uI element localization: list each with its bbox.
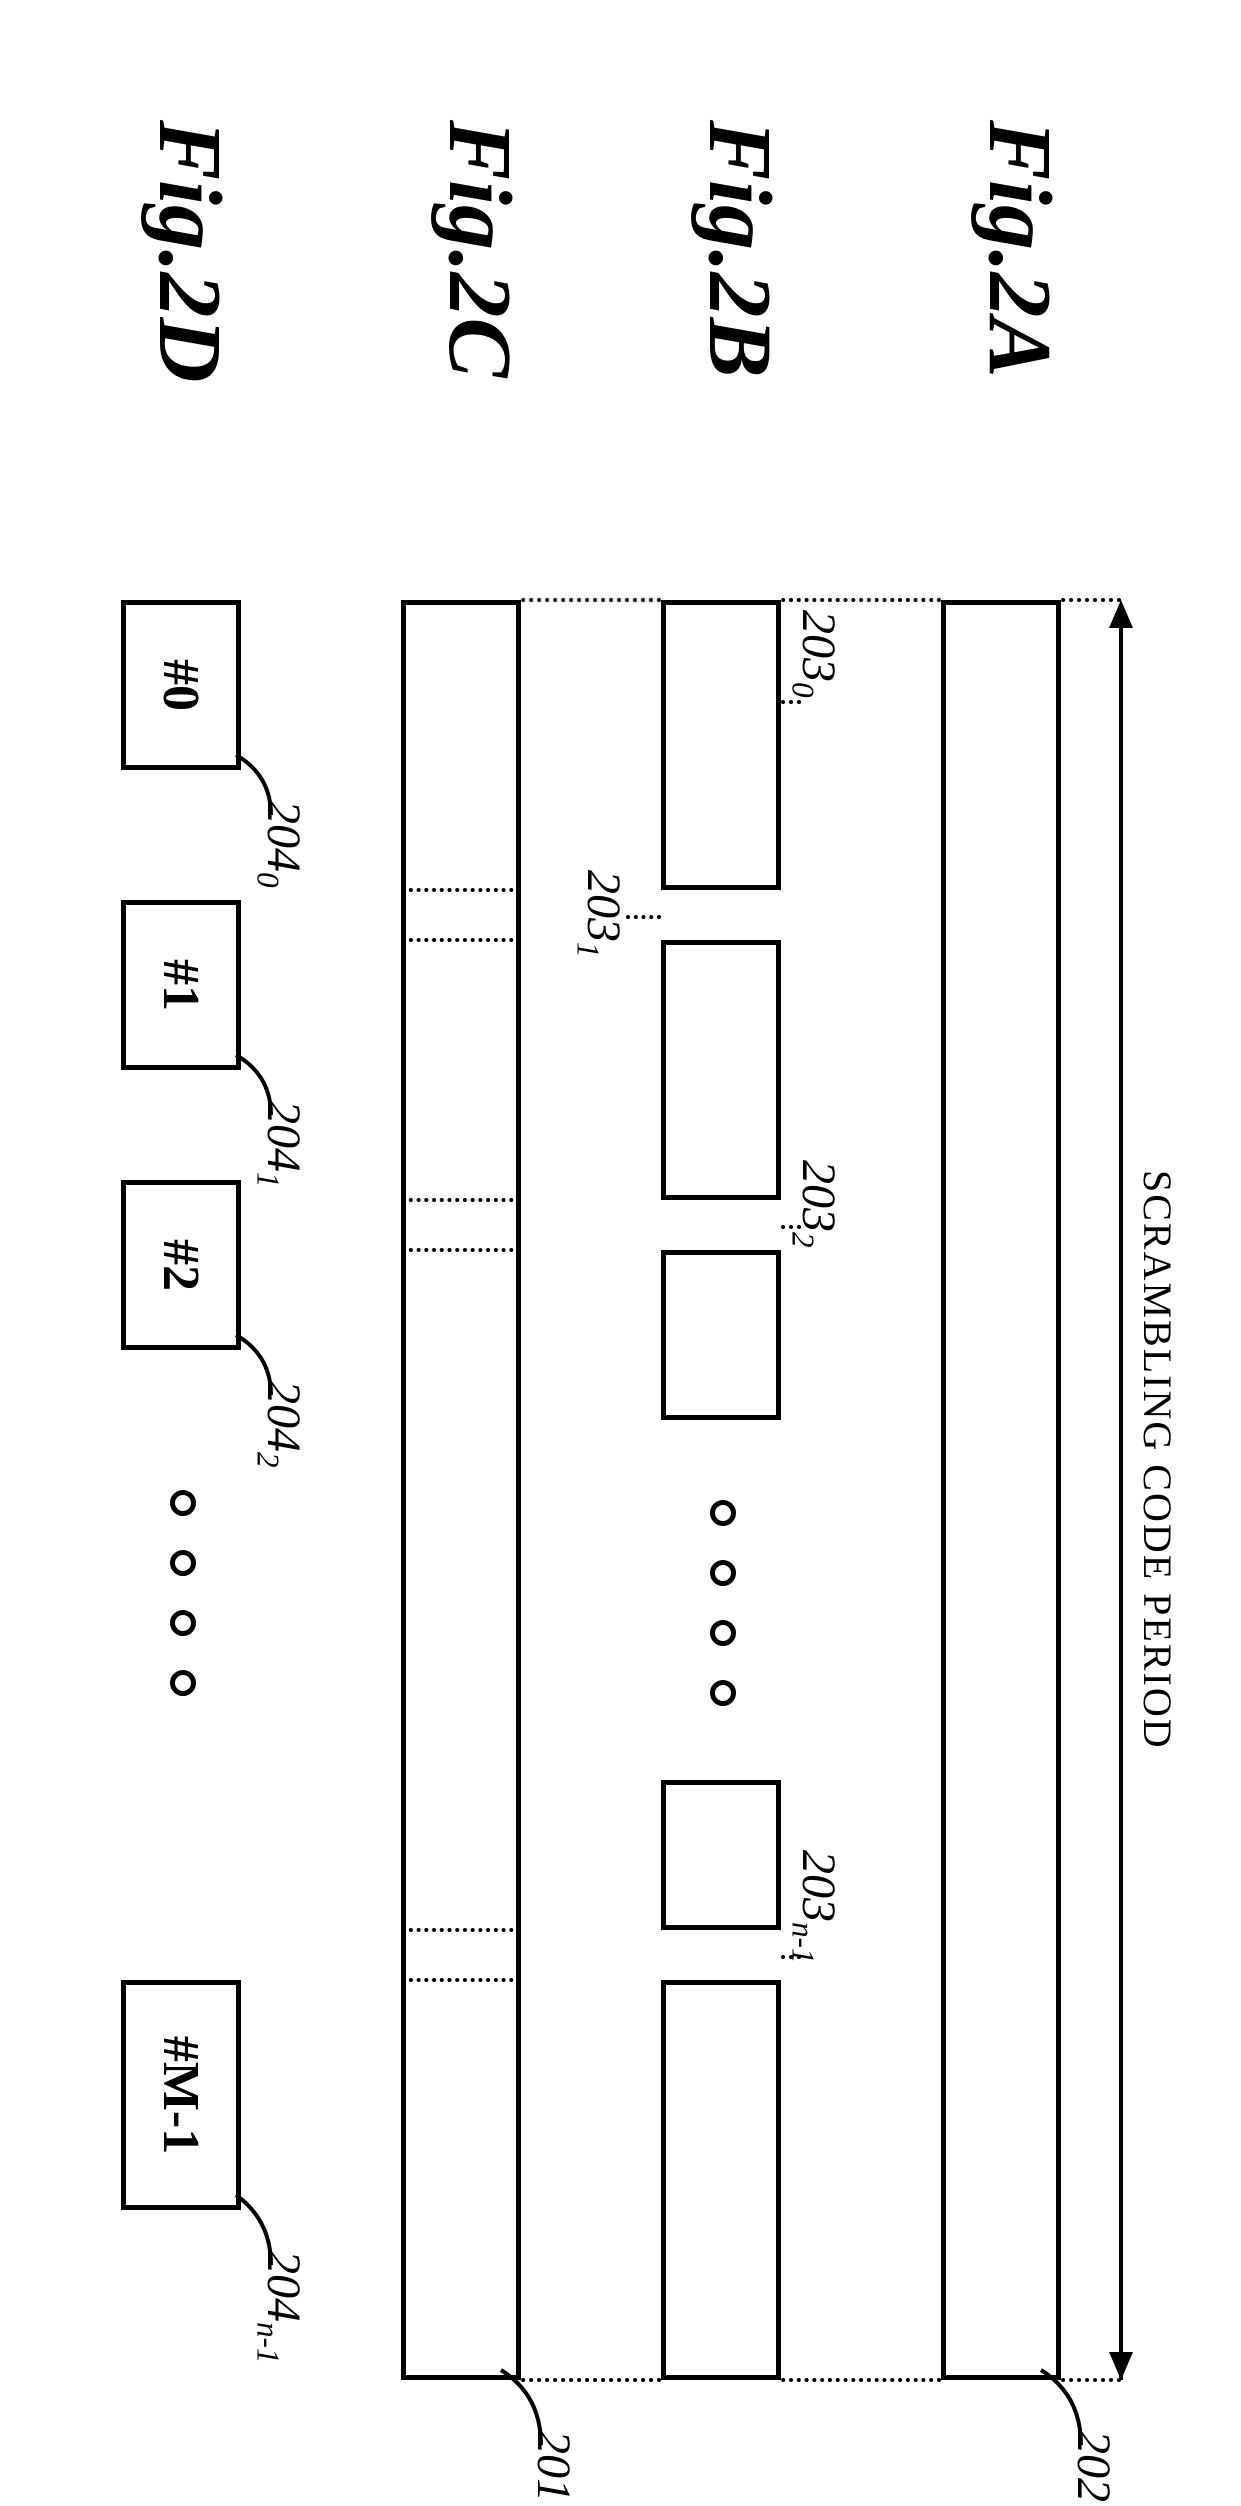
mark-c-1l [401, 938, 521, 942]
lead-203-2 [781, 1225, 801, 1229]
dot-b-1 [710, 1500, 736, 1526]
mark-c-2l [401, 1248, 521, 1252]
lead-203-n1 [781, 1955, 801, 1959]
arrow-right-head [1109, 2352, 1133, 2380]
fig2c-label: Fig.2C [428, 120, 531, 378]
ref-203-1: 2031 [569, 870, 631, 958]
ref-204-2: 2042 [249, 1380, 311, 1468]
ref-203-0: 2030 [784, 610, 846, 698]
fig2d-label: Fig.2D [138, 120, 241, 383]
diagram-canvas: Fig.2A Fig.2B Fig.2C Fig.2D SCRAMBLING C… [0, 0, 1241, 2506]
seg-b-1 [661, 940, 781, 1200]
seg-b-n2 [661, 1780, 781, 1930]
fig2b-label: Fig.2B [688, 120, 791, 378]
mark-c-0r [401, 888, 521, 892]
guide-b-end [781, 2378, 941, 2382]
mark-c-n1l [401, 1978, 521, 1982]
seg-b-0 [661, 600, 781, 890]
lead-203-0 [781, 700, 801, 704]
seg-b-2 [661, 1250, 781, 1420]
fig2a-label: Fig.2A [968, 120, 1071, 378]
ref-204-0: 2040 [249, 800, 311, 888]
slot-1: #1 [121, 900, 241, 1070]
dot-d-2 [170, 1550, 196, 1576]
arrow-line [1119, 628, 1123, 2380]
arrow-left-head [1109, 600, 1133, 628]
ref-204-n1: 204n-1 [249, 2250, 311, 2364]
dot-b-3 [710, 1620, 736, 1646]
ref-204-1: 2041 [249, 1100, 311, 1188]
period-caption: SCRAMBLING CODE PERIOD [1134, 1170, 1181, 1750]
seg-b-n1 [661, 1980, 781, 2380]
dot-b-4 [710, 1680, 736, 1706]
ref-203-2: 2032 [784, 1160, 846, 1248]
dot-d-1 [170, 1490, 196, 1516]
mark-c-n2r [401, 1928, 521, 1932]
conn-bc-left [521, 598, 661, 602]
slot-m1: #M-1 [121, 1980, 241, 2210]
bar-202 [941, 600, 1061, 2380]
ref-202: 202 [1066, 2430, 1121, 2502]
bar-201 [401, 600, 521, 2380]
lead-203-1 [626, 915, 661, 919]
dot-d-3 [170, 1610, 196, 1636]
guide-b-0 [781, 598, 941, 602]
slot-2: #2 [121, 1180, 241, 1350]
guide-left-a [1061, 598, 1121, 602]
ref-203-n1: 203n-1 [784, 1850, 846, 1964]
dot-b-2 [710, 1560, 736, 1586]
dot-d-4 [170, 1670, 196, 1696]
mark-c-1r [401, 1198, 521, 1202]
slot-0: #0 [121, 600, 241, 770]
ref-201: 201 [526, 2430, 581, 2502]
